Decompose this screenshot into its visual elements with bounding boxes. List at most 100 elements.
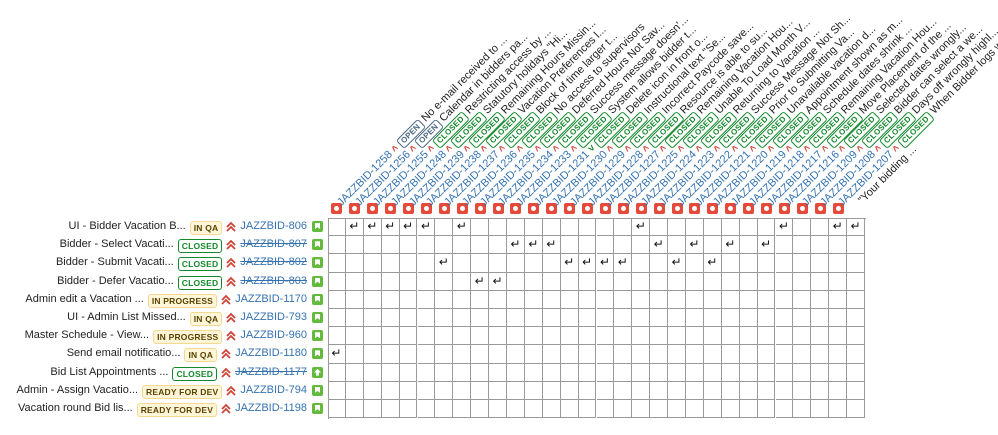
row-summary[interactable]: Bidder - Submit Vacati... — [55, 256, 174, 269]
link-cell[interactable] — [578, 254, 597, 273]
grid-cell — [471, 345, 490, 364]
row-issue-key[interactable]: JAZZBID-806 — [240, 220, 307, 232]
row-summary[interactable]: UI - Bidder Vacation B... — [68, 220, 186, 232]
grid-cell — [435, 309, 454, 328]
row-summary[interactable]: Master Schedule - View... — [24, 329, 150, 342]
link-cell[interactable] — [507, 236, 525, 255]
grid-cell — [596, 290, 615, 309]
grid-cell — [345, 400, 364, 419]
status-lozenge: CLOSED — [177, 275, 223, 290]
bug-icon — [456, 203, 468, 214]
link-cell[interactable] — [632, 218, 651, 237]
grid-cell — [345, 363, 364, 382]
link-cell[interactable] — [668, 254, 686, 273]
priority-critical-icon — [226, 276, 236, 287]
link-cell[interactable] — [775, 218, 794, 237]
grid-cell — [328, 381, 346, 400]
row-issue-key[interactable]: JAZZBID-807 — [240, 238, 307, 251]
grid-cell — [542, 363, 561, 382]
grid-cell — [524, 345, 543, 364]
grid-cell — [668, 363, 686, 382]
bug-icon — [474, 203, 486, 214]
grid-cell — [775, 345, 794, 364]
bug-icon — [349, 203, 361, 214]
row-summary[interactable]: Send email notificatio... — [66, 347, 181, 360]
grid-cell — [596, 345, 615, 364]
grid-cell — [328, 400, 346, 419]
link-cell[interactable] — [686, 236, 704, 255]
link-cell[interactable] — [328, 345, 346, 364]
link-cell[interactable] — [381, 218, 400, 237]
link-cell[interactable] — [417, 218, 436, 237]
grid-cell — [345, 309, 364, 328]
row-issue-key[interactable]: JAZZBID-1170 — [235, 292, 307, 305]
row-summary[interactable]: Admin - Assign Vacatio... — [16, 383, 139, 396]
story-icon — [312, 403, 323, 414]
grid-cell — [757, 381, 776, 400]
grid-cell — [560, 272, 579, 291]
row-issue-key[interactable]: JAZZBID-793 — [240, 311, 307, 323]
link-cell[interactable] — [721, 236, 740, 255]
grid-cell — [596, 272, 615, 291]
grid-cell — [596, 327, 615, 346]
row-summary[interactable]: UI - Admin List Missed... — [67, 311, 186, 323]
grid-cell — [524, 218, 543, 237]
story-icon — [312, 275, 323, 287]
row-summary[interactable]: Bid List Appointments ... — [50, 365, 169, 378]
grid-cell — [328, 363, 346, 382]
bug-icon — [403, 203, 415, 214]
link-cell[interactable] — [614, 254, 633, 273]
link-cell[interactable] — [560, 254, 579, 273]
link-cell[interactable] — [453, 218, 472, 237]
bug-icon — [367, 203, 379, 214]
grid-cell — [399, 254, 418, 273]
grid-cell — [363, 381, 382, 400]
grid-cell — [363, 309, 382, 328]
row-summary[interactable]: Bidder - Defer Vacatio... — [57, 274, 174, 287]
grid-cell — [328, 290, 346, 309]
row-summary[interactable]: Bidder - Select Vacati... — [59, 238, 174, 251]
grid-cell — [417, 272, 436, 291]
grid-cell — [363, 290, 382, 309]
grid-cell — [668, 218, 686, 237]
link-cell[interactable] — [363, 218, 382, 237]
link-cell[interactable] — [489, 272, 507, 291]
link-cell[interactable] — [435, 254, 454, 273]
link-cell[interactable] — [524, 236, 543, 255]
link-cell[interactable] — [757, 236, 776, 255]
story-icon — [312, 257, 323, 269]
grid-cell — [507, 327, 525, 346]
link-cell[interactable] — [829, 218, 848, 237]
grid-cell — [578, 400, 597, 419]
row-issue-key[interactable]: JAZZBID-802 — [240, 256, 307, 269]
row-issue-key[interactable]: JAZZBID-1177 — [235, 365, 307, 378]
link-cell[interactable] — [596, 254, 615, 273]
grid-cell — [381, 254, 400, 273]
link-cell[interactable] — [650, 236, 669, 255]
grid-cell — [345, 327, 364, 346]
link-cell[interactable] — [399, 218, 418, 237]
link-cell[interactable] — [471, 272, 490, 291]
row-issue-key[interactable]: JAZZBID-1198 — [235, 402, 307, 414]
row-summary[interactable]: Admin edit a Vacation ... — [25, 292, 144, 305]
link-cell[interactable] — [847, 218, 865, 237]
grid-cell — [847, 309, 865, 328]
grid-cell — [757, 309, 776, 328]
link-cell[interactable] — [345, 218, 364, 237]
bug-icon — [564, 203, 576, 214]
row-issue-key[interactable]: JAZZBID-960 — [240, 329, 307, 342]
status-lozenge: READY FOR DEV — [142, 384, 223, 399]
grid-cell — [650, 309, 669, 328]
priority-critical-icon — [226, 330, 236, 341]
link-cell[interactable] — [542, 236, 561, 255]
grid-cell — [328, 272, 346, 291]
row-issue-key[interactable]: JAZZBID-1180 — [235, 347, 307, 360]
row-issue-key[interactable]: JAZZBID-803 — [240, 274, 307, 287]
link-cell[interactable] — [703, 254, 722, 273]
status-lozenge: READY FOR DEV — [136, 403, 218, 417]
row-summary[interactable]: Vacation round Bid lis... — [17, 402, 133, 414]
row-issue-key[interactable]: JAZZBID-794 — [240, 383, 307, 396]
grid-cell — [435, 218, 454, 237]
grid-cell — [739, 218, 758, 237]
grid-cell — [703, 400, 722, 419]
